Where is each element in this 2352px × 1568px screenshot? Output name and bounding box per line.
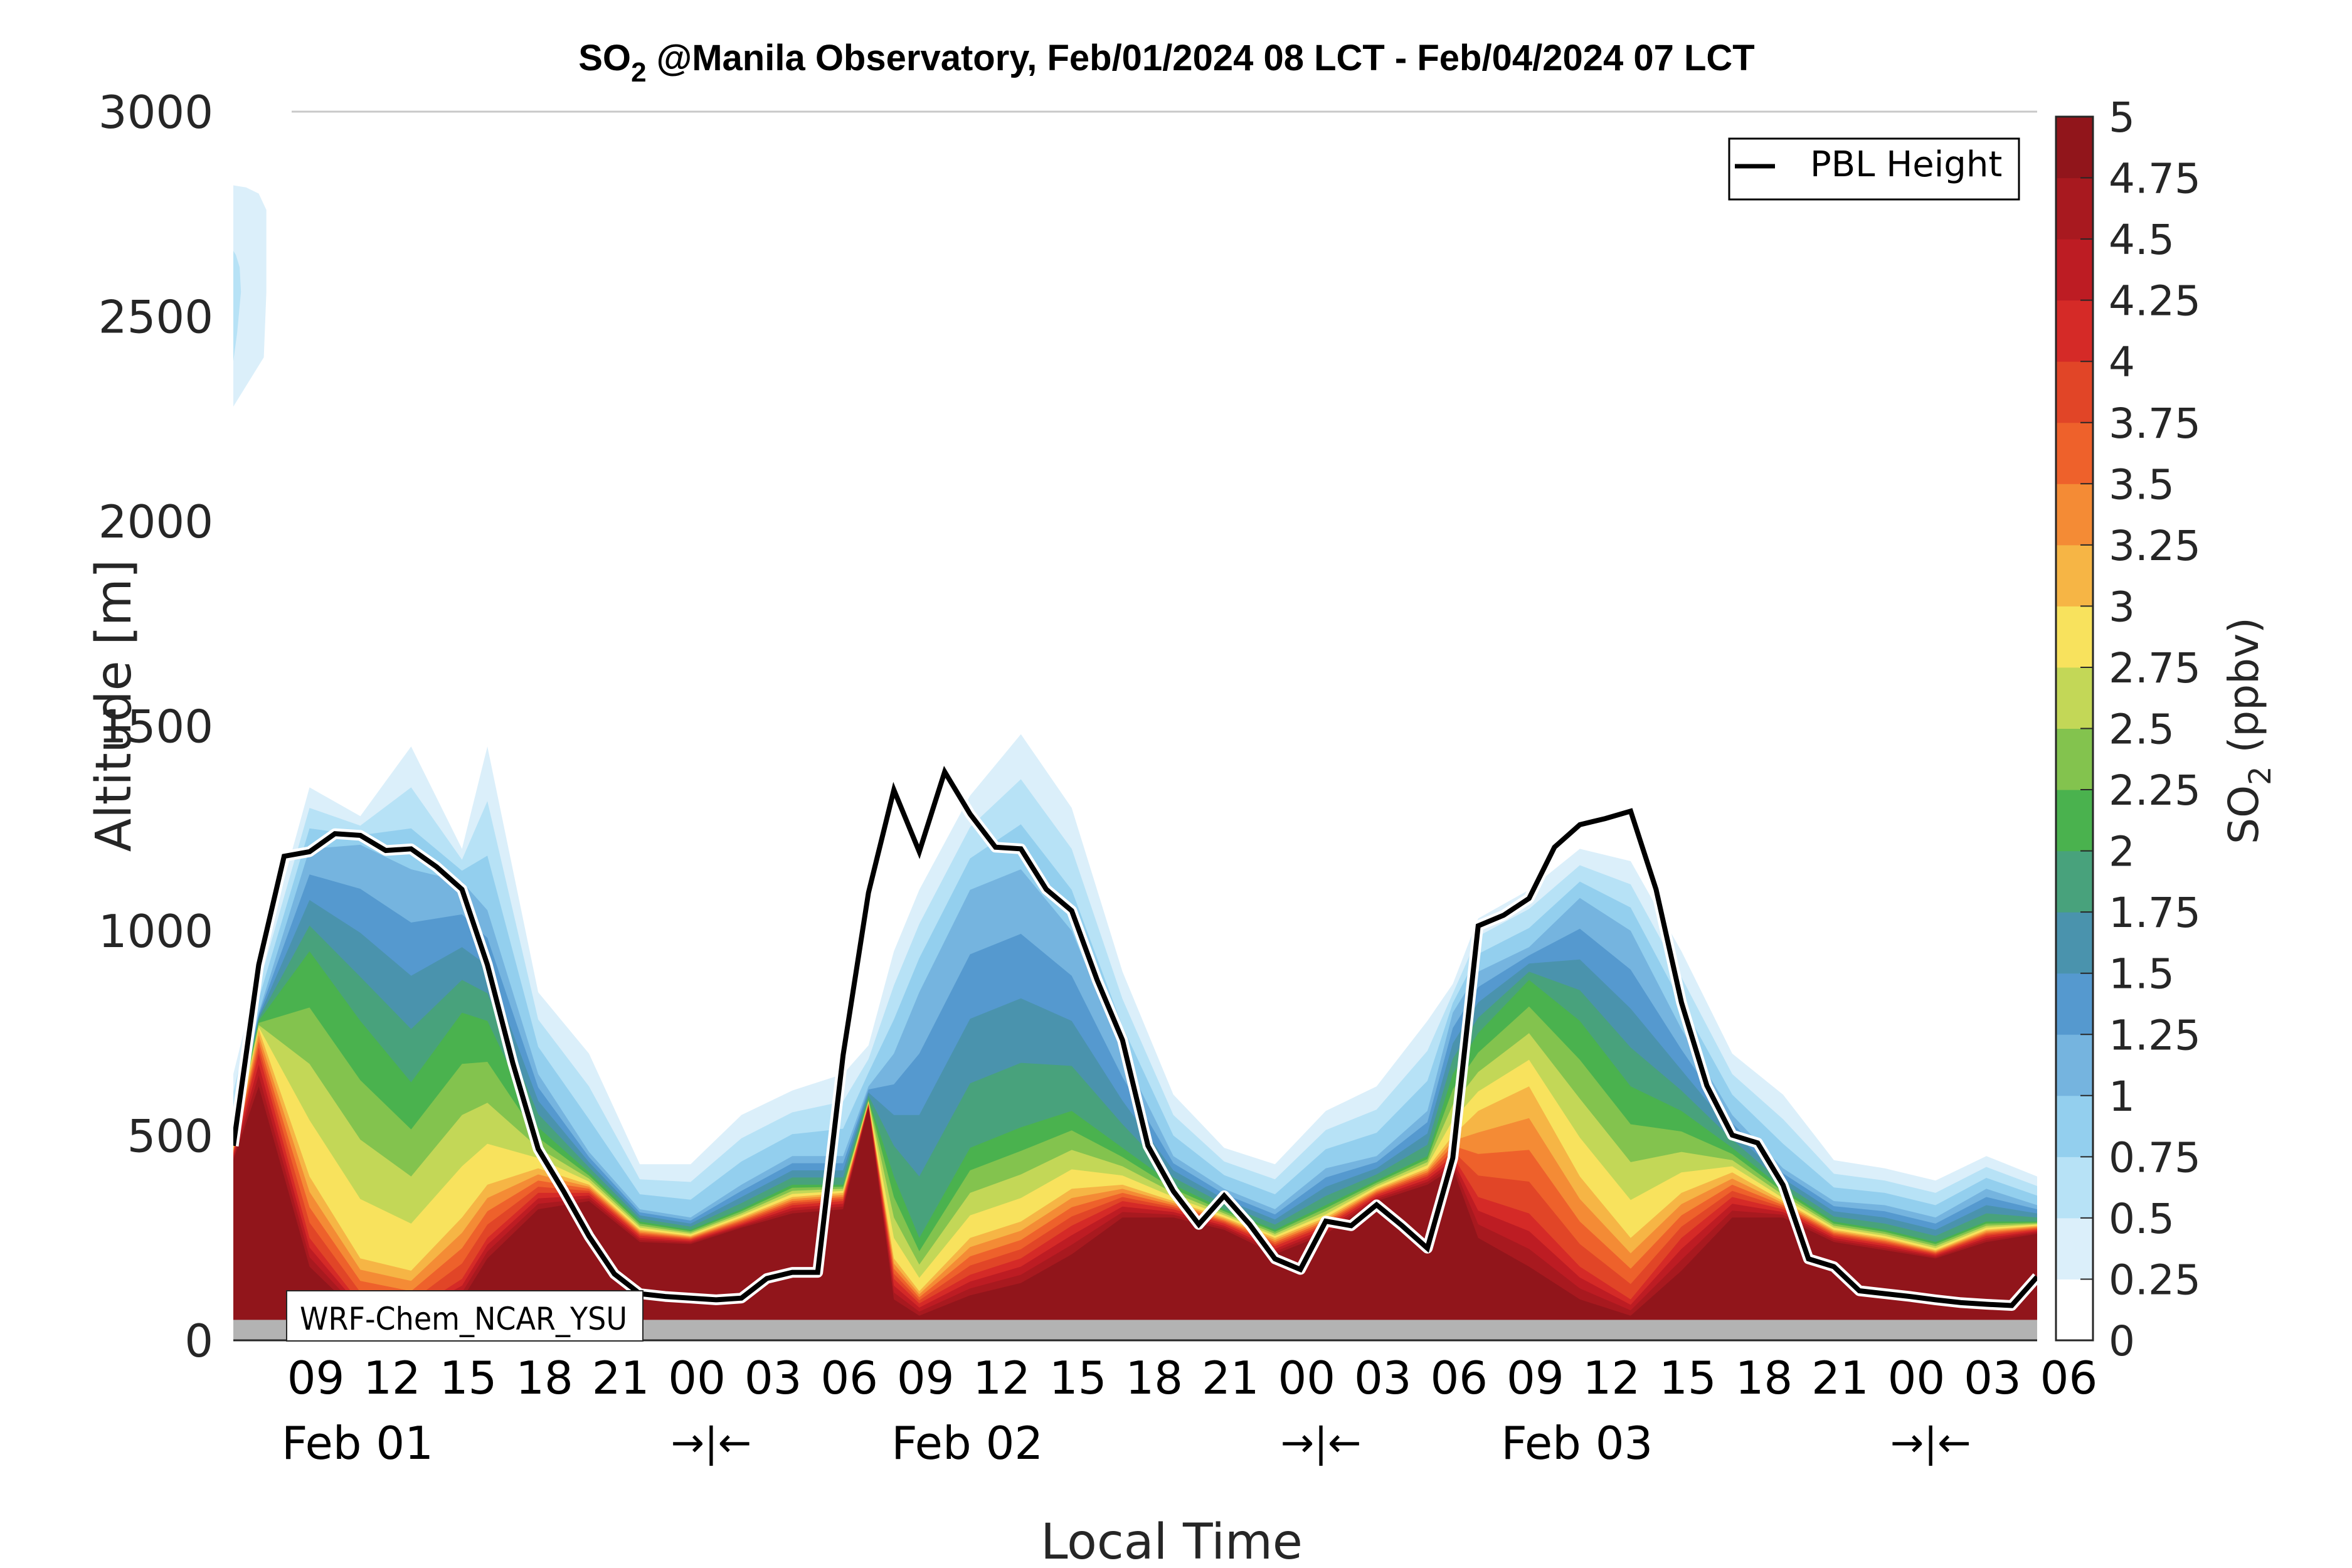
y-tick-label: 2000 bbox=[98, 495, 213, 548]
legend-box bbox=[1728, 137, 2020, 201]
colorbar: 0 0.25 0.5 0.75 1 1.25 1.5 1.75 2 2.25 2.5 2.75 3 3.2… bbox=[2055, 93, 2201, 1365]
x-tick-label: 15 bbox=[1049, 1352, 1107, 1404]
y-axis: 0 500 1000 1500 2000 2500 3000 bbox=[98, 86, 213, 1367]
colorbar-segment bbox=[2056, 300, 2093, 362]
colorbar-segment bbox=[2056, 422, 2093, 484]
colorbar-tick-label: 3 bbox=[2109, 583, 2135, 631]
day-label: Feb 02 bbox=[891, 1417, 1043, 1470]
colorbar-segment bbox=[2056, 1034, 2093, 1096]
x-tick-label: 00 bbox=[1888, 1352, 1946, 1404]
colorbar-tick-label: 0.25 bbox=[2109, 1256, 2201, 1304]
midnight-marker: →|← bbox=[1890, 1420, 1971, 1466]
x-tick-label: 15 bbox=[1659, 1352, 1717, 1404]
colorbar-segment bbox=[2056, 544, 2093, 607]
colorbar-segment bbox=[2056, 1157, 2093, 1219]
model-annotation-text: WRF-Chem_NCAR_YSU bbox=[300, 1301, 627, 1337]
title-subscript: 2 bbox=[631, 57, 646, 88]
x-tick-label: 06 bbox=[1431, 1352, 1488, 1404]
x-tick-label: 09 bbox=[287, 1352, 345, 1404]
x-tick-label: 03 bbox=[1964, 1352, 2021, 1404]
colorbar-segment bbox=[2056, 606, 2093, 668]
x-tick-label: 03 bbox=[744, 1352, 802, 1404]
colorbar-tick-label: 0.5 bbox=[2109, 1195, 2175, 1243]
colorbar-tick-label: 4.25 bbox=[2109, 277, 2201, 326]
colorbar-tick-label: 2 bbox=[2109, 828, 2135, 876]
colorbar-tick-label: 2.25 bbox=[2109, 766, 2201, 815]
x-tick-label: 18 bbox=[1735, 1352, 1793, 1404]
colorbar-segment bbox=[2056, 1095, 2093, 1157]
colorbar-tick-label: 0 bbox=[2109, 1317, 2135, 1365]
x-tick-label: 18 bbox=[516, 1352, 573, 1404]
colorbar-segment bbox=[2056, 361, 2093, 423]
upper-patch-level-0-25 bbox=[233, 185, 267, 407]
colorbar-segment bbox=[2056, 973, 2093, 1035]
colorbar-segment bbox=[2056, 912, 2093, 974]
x-axis: 09 12 15 18 21 00 03 06 09 12 15 18 21 00 03 06 09 12 15 18… bbox=[282, 1352, 2097, 1470]
x-tick-label: 12 bbox=[1583, 1352, 1641, 1404]
day-label: Feb 03 bbox=[1501, 1417, 1653, 1470]
colorbar-tick-label: 4 bbox=[2109, 338, 2135, 386]
pbl-height-line bbox=[233, 765, 2037, 1308]
colorbar-tick-label: 1.5 bbox=[2109, 950, 2175, 999]
colorbar-segment bbox=[2056, 239, 2093, 301]
day-label: Feb 01 bbox=[282, 1417, 433, 1470]
colorbar-segment bbox=[2056, 850, 2093, 913]
midnight-marker: →|← bbox=[1281, 1420, 1362, 1466]
colorbar-tick-label: 3.25 bbox=[2109, 522, 2201, 570]
colorbar-segment bbox=[2056, 117, 2093, 179]
colorbar-segment bbox=[2056, 1217, 2093, 1279]
y-tick-label: 500 bbox=[127, 1110, 213, 1163]
colorbar-tick-label: 1 bbox=[2109, 1073, 2135, 1121]
colorbar-segment bbox=[2056, 667, 2093, 729]
chart-title: SO2 @Manila Observatory, Feb/01/2024 08 … bbox=[578, 38, 1754, 88]
y-tick-label: 1000 bbox=[98, 905, 213, 958]
colorbar-tick-label: 2.5 bbox=[2109, 706, 2175, 754]
x-tick-label: 12 bbox=[363, 1352, 421, 1404]
x-tick-label: 00 bbox=[1278, 1352, 1335, 1404]
midnight-marker: →|← bbox=[670, 1420, 751, 1466]
colorbar-segment bbox=[2056, 177, 2093, 240]
x-tick-label: 15 bbox=[440, 1352, 497, 1404]
x-tick-label: 09 bbox=[897, 1352, 955, 1404]
colorbar-tick-label: 3.5 bbox=[2109, 460, 2175, 509]
colorbar-segment bbox=[2056, 484, 2093, 546]
y-tick-label: 1500 bbox=[98, 701, 213, 753]
upper-patch bbox=[233, 185, 267, 407]
x-tick-label: 03 bbox=[1354, 1352, 1412, 1404]
y-tick-label: 2500 bbox=[98, 291, 213, 344]
contour-band-4_75 bbox=[233, 1086, 2037, 1340]
colorbar-tick-label: 5 bbox=[2109, 93, 2135, 142]
colorbar-tick-label: 1.75 bbox=[2109, 889, 2201, 937]
x-tick-label: 06 bbox=[820, 1352, 878, 1404]
x-tick-label: 21 bbox=[1202, 1352, 1259, 1404]
x-tick-label: 12 bbox=[973, 1352, 1030, 1404]
colorbar-label: SO2 (ppbv) bbox=[2220, 617, 2278, 844]
upper-patch-level-0-5 bbox=[233, 251, 241, 362]
x-tick-label: 06 bbox=[2040, 1352, 2098, 1404]
x-tick-label: 21 bbox=[592, 1352, 650, 1404]
y-axis-label: Altitude [m] bbox=[86, 559, 142, 852]
plot-area bbox=[233, 110, 2037, 1342]
legend-entry-pbl-height: PBL Height bbox=[1810, 144, 2002, 185]
colorbar-tick-label: 3.75 bbox=[2109, 400, 2201, 448]
colorbar-segment bbox=[2056, 728, 2093, 790]
colorbar-segment bbox=[2056, 1279, 2093, 1341]
colorbar-tick-label: 1.25 bbox=[2109, 1011, 2201, 1059]
x-tick-label: 18 bbox=[1125, 1352, 1183, 1404]
y-tick-label: 3000 bbox=[98, 86, 213, 139]
legend: PBL Height bbox=[1728, 137, 2020, 201]
colorbar-tick-label: 4.75 bbox=[2109, 155, 2201, 203]
colorbar-label-subscript: 2 bbox=[2243, 766, 2278, 785]
colorbar-segment bbox=[2056, 790, 2093, 852]
y-tick-label: 0 bbox=[184, 1315, 213, 1367]
x-tick-label: 21 bbox=[1811, 1352, 1869, 1404]
colorbar-tick-label: 4.5 bbox=[2109, 216, 2175, 264]
model-annotation: WRF-Chem_NCAR_YSU bbox=[286, 1290, 644, 1342]
x-tick-label: 09 bbox=[1507, 1352, 1564, 1404]
x-axis-label: Local Time bbox=[1041, 1514, 1303, 1568]
colorbar-tick-label: 0.75 bbox=[2109, 1133, 2201, 1182]
colorbar-tick-label: 2.75 bbox=[2109, 644, 2201, 692]
x-tick-label: 00 bbox=[668, 1352, 726, 1404]
